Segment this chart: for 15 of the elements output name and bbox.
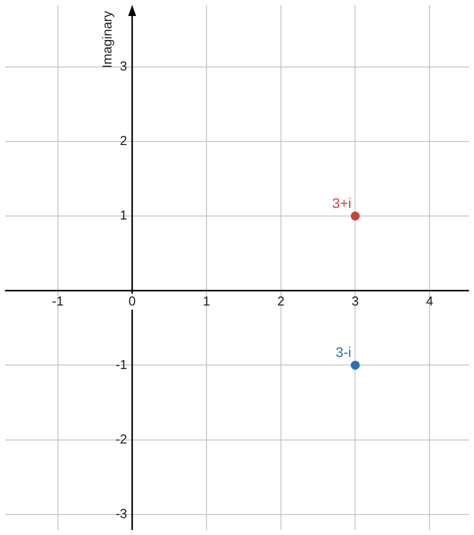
x-tick-label: 1 <box>202 294 210 309</box>
x-tick-label: 2 <box>277 294 284 309</box>
y-tick-label: -3 <box>116 506 128 521</box>
x-tick-label: -1 <box>52 294 64 309</box>
y-tick-label: 1 <box>120 208 128 223</box>
y-tick-label: -1 <box>116 356 128 372</box>
y-tick-label: 3 <box>120 58 128 74</box>
y-tick-label: -2 <box>116 431 128 446</box>
x-tick-label: 3 <box>352 294 359 309</box>
annotation: 3+i <box>332 194 352 211</box>
y-tick-label: 2 <box>120 133 128 148</box>
x-tick-label: 0 <box>128 294 136 309</box>
y-axis-title: Imaginary <box>100 10 115 68</box>
annotation: 3-i <box>336 344 352 360</box>
x-tick-label: 4 <box>426 294 434 309</box>
